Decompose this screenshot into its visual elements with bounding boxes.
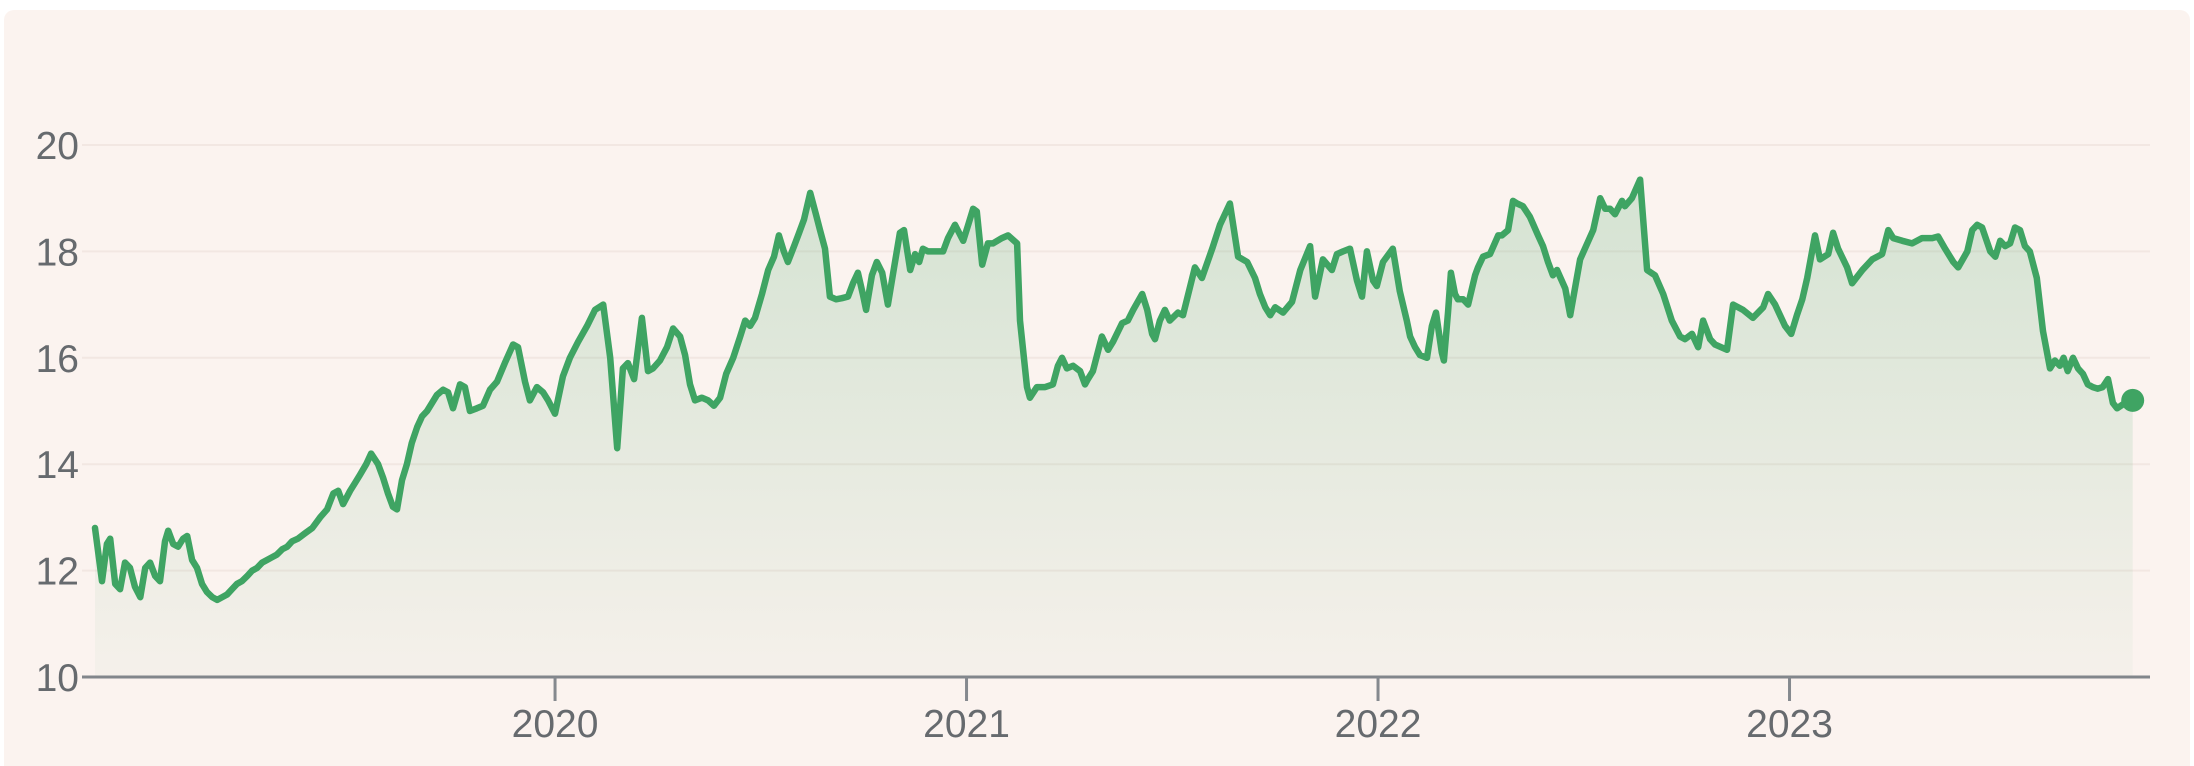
- price-line: [91, 176, 2136, 604]
- x-tick-label: 2021: [923, 703, 1010, 746]
- last-price-dot: [2121, 388, 2145, 412]
- y-tick-label: 12: [36, 551, 79, 594]
- y-tick-label: 20: [36, 125, 79, 168]
- x-tick-label: 2022: [1335, 703, 1422, 746]
- y-tick-label: 10: [36, 657, 79, 700]
- x-tick-label: 2023: [1746, 703, 1833, 746]
- x-tick-label: 2020: [512, 703, 599, 746]
- y-tick-label: 18: [36, 231, 79, 274]
- y-tick-label: 14: [36, 444, 79, 487]
- price-area: [95, 179, 2133, 677]
- y-tick-label: 16: [36, 338, 79, 381]
